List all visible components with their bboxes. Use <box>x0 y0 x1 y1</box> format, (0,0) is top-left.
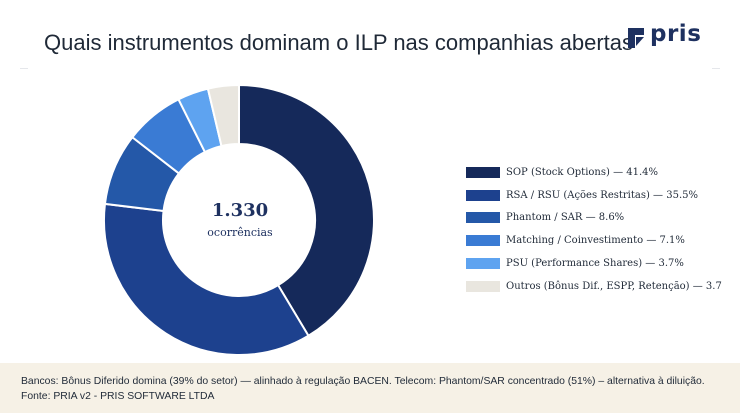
legend-item-outros: Outros (Bônus Dif., ESPP, Retenção) — 3.… <box>466 275 736 298</box>
slice-sop <box>238 83 375 338</box>
legend-item-psu: PSU (Performance Shares) — 3.7% <box>466 252 736 275</box>
brand-name: pris <box>650 21 702 47</box>
chart-legend: SOP (Stock Options) — 41.4% RSA / RSU (A… <box>466 161 736 298</box>
legend-item-rsa-rsu: RSA / RSU (Ações Restritas) — 35.5% <box>466 184 736 207</box>
slice-outros <box>206 83 240 148</box>
footer-source: Fonte: PRIA v2 - PRIS SOFTWARE LTDA <box>21 391 215 402</box>
pris-logo-icon <box>628 28 644 48</box>
legend-label: Phantom / SAR — 8.6% <box>506 212 625 224</box>
legend-item-matching: Matching / Coinvestimento — 7.1% <box>466 229 736 252</box>
legend-label: Outros (Bônus Dif., ESPP, Retenção) — 3.… <box>506 280 722 292</box>
page-title: Quais instrumentos dominam o ILP nas com… <box>44 30 634 55</box>
legend-label: PSU (Performance Shares) — 3.7% <box>506 258 684 270</box>
legend-swatch <box>466 189 500 201</box>
legend-label: Matching / Coinvestimento — 7.1% <box>506 235 685 247</box>
divider-right <box>712 68 720 69</box>
footer-notes: Bancos: Bônus Diferido domina (39% do se… <box>0 363 740 413</box>
center-total-value: 1.330 <box>211 200 269 221</box>
legend-swatch <box>466 235 500 247</box>
divider-left <box>20 68 28 69</box>
legend-swatch <box>466 166 500 178</box>
legend-swatch <box>466 280 500 292</box>
center-total-label: ocorrências <box>207 226 273 239</box>
slice-rsa-rsu <box>103 202 310 356</box>
legend-label: SOP (Stock Options) — 41.4% <box>506 166 659 178</box>
legend-item-phantom-sar: Phantom / SAR — 8.6% <box>466 207 736 230</box>
legend-swatch <box>466 258 500 270</box>
legend-swatch <box>466 212 500 224</box>
donut-chart <box>103 83 375 356</box>
legend-label: RSA / RSU (Ações Restritas) — 35.5% <box>506 189 699 201</box>
footer-note: Bancos: Bônus Diferido domina (39% do se… <box>21 376 705 387</box>
legend-item-sop: SOP (Stock Options) — 41.4% <box>466 161 736 184</box>
